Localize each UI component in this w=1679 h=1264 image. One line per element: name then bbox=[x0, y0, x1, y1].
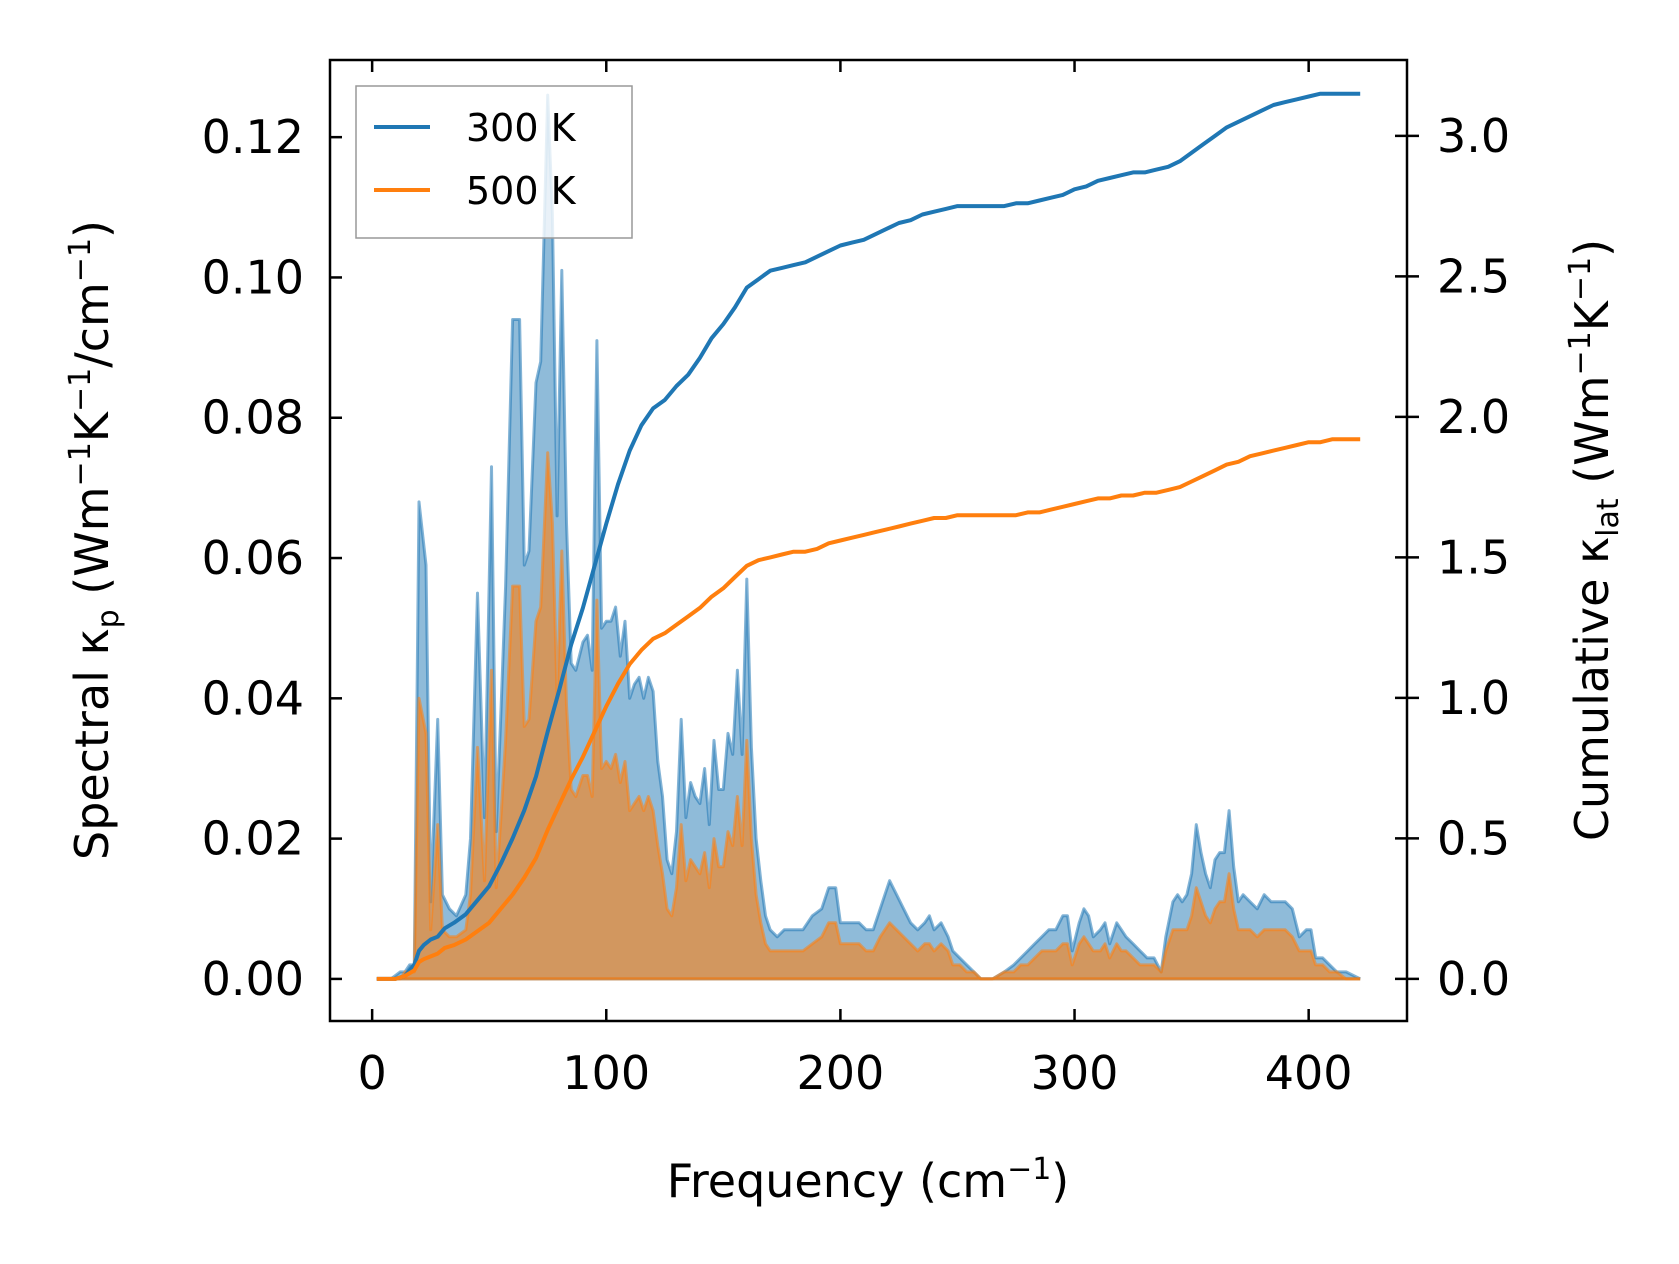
y-left-tick-label: 0.08 bbox=[202, 391, 304, 445]
spectral-line-500k bbox=[376, 451, 1361, 981]
y-left-tick-label: 0.04 bbox=[202, 671, 304, 725]
y-left-tick-label: 0.06 bbox=[202, 531, 304, 585]
legend: 300 K 500 K bbox=[355, 85, 633, 239]
x-axis-label: Frequency (cm−1) bbox=[667, 1152, 1070, 1208]
y-left-tick-label: 0.02 bbox=[202, 812, 304, 866]
spectral-fills bbox=[376, 93, 1361, 981]
cumulative-line-300k bbox=[376, 91, 1361, 981]
y-axis-right-label: Cumulative κlat (Wm−1K−1) bbox=[1563, 239, 1626, 841]
x-tick-label: 400 bbox=[1265, 1046, 1353, 1100]
legend-label-300k: 300 K bbox=[466, 106, 577, 150]
spectral-area-300k bbox=[376, 95, 1361, 979]
y-left-tick-label: 0.12 bbox=[202, 110, 304, 164]
legend-label-500k: 500 K bbox=[466, 169, 577, 213]
spectral-area-500k bbox=[376, 452, 1361, 979]
y-axis-left-label: Spectral κp (Wm−1K−1/cm−1) bbox=[63, 220, 126, 860]
plot-frame bbox=[328, 58, 1409, 1023]
x-tick-label: 100 bbox=[562, 1046, 650, 1100]
y-right-tick-label: 1.0 bbox=[1437, 671, 1510, 725]
x-tick-label: 300 bbox=[1031, 1046, 1119, 1100]
legend-box bbox=[355, 85, 633, 239]
y-right-tick-label: 0.0 bbox=[1437, 952, 1510, 1006]
cumulative-lines bbox=[376, 91, 1361, 981]
y-right-tick-label: 0.5 bbox=[1437, 811, 1510, 865]
x-tick-label: 0 bbox=[358, 1046, 387, 1100]
y-left-tick-label: 0.00 bbox=[202, 952, 304, 1006]
cumulative-line-500k bbox=[376, 437, 1361, 981]
axis-ticks: 0 100 200 300 400 0.00 0.02 0.04 0.06 0.08 0.10 0.1… bbox=[202, 60, 1510, 1100]
y-right-tick-label: 2.5 bbox=[1437, 249, 1510, 303]
y-right-tick-label: 1.5 bbox=[1437, 530, 1510, 584]
y-right-tick-label: 3.0 bbox=[1437, 109, 1510, 163]
y-right-tick-label: 2.0 bbox=[1437, 390, 1510, 444]
x-tick-label: 200 bbox=[796, 1046, 884, 1100]
y-left-tick-label: 0.10 bbox=[202, 250, 304, 304]
